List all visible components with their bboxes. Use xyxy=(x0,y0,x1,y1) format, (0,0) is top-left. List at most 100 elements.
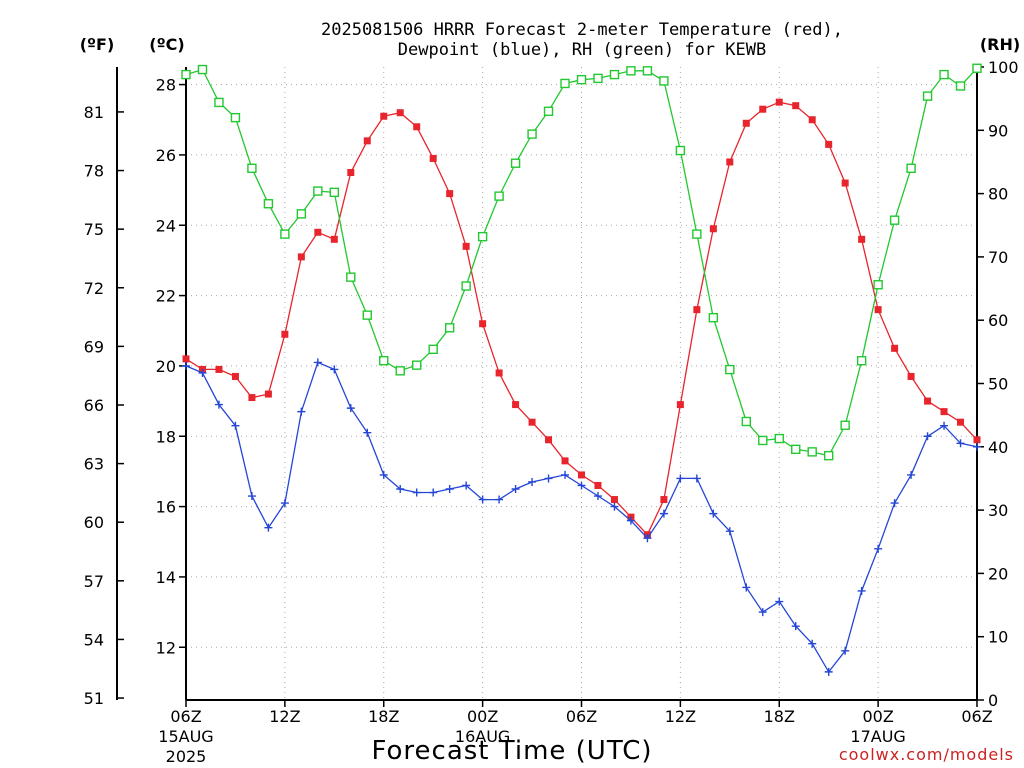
dewpoint-point xyxy=(758,608,767,617)
dewpoint-point xyxy=(297,407,306,416)
rh-point xyxy=(576,74,587,85)
temperature-point xyxy=(380,112,388,120)
rh-point xyxy=(543,106,554,117)
dewpoint-point xyxy=(923,432,932,441)
temperature-point xyxy=(676,401,684,409)
dewpoint-point xyxy=(742,583,751,592)
x-tick-date-label: 15AUG xyxy=(158,727,213,746)
rh-point xyxy=(263,199,274,209)
rh-point xyxy=(642,66,653,76)
x-tick-label: 12Z xyxy=(665,707,696,726)
rh-point xyxy=(428,344,438,355)
temperature-point xyxy=(693,306,701,314)
dewpoint-point xyxy=(791,622,800,631)
rh-point xyxy=(329,187,340,198)
dewpoint-point xyxy=(198,368,207,377)
temperature-point xyxy=(182,355,190,363)
temperature-point xyxy=(858,235,866,243)
rh-point xyxy=(758,435,768,446)
rh-point xyxy=(725,364,735,375)
dewpoint-point xyxy=(182,361,190,370)
rh-point xyxy=(560,78,570,89)
temperature-point xyxy=(907,372,915,380)
rh-point xyxy=(922,91,933,101)
temperature-point xyxy=(940,408,948,416)
fahrenheit-tick-label: 66 xyxy=(84,396,104,415)
fahrenheit-tick-label: 78 xyxy=(84,162,104,181)
x-tick-label: 06Z xyxy=(566,707,597,726)
celsius-tick-label: 16 xyxy=(156,498,176,517)
dewpoint-point xyxy=(890,499,899,508)
celsius-tick-label: 26 xyxy=(156,146,176,165)
rh-point xyxy=(741,416,751,427)
dewpoint-point xyxy=(676,474,685,483)
rh-point xyxy=(955,81,966,91)
x-tick-date-label: 16AUG xyxy=(455,727,510,746)
dewpoint-point xyxy=(808,639,817,648)
temperature-point xyxy=(462,242,470,250)
temperature-point xyxy=(660,496,668,504)
fahrenheit-unit-label: (ºF) xyxy=(80,35,115,54)
dewpoint-point xyxy=(709,509,718,518)
temperature-point xyxy=(594,481,602,489)
x-tick-label: 18Z xyxy=(368,707,399,726)
celsius-tick-label: 22 xyxy=(156,287,176,306)
temperature-point xyxy=(330,235,338,243)
dewpoint-point xyxy=(610,502,619,511)
temperature-point xyxy=(281,330,289,338)
dewpoint-point xyxy=(445,485,454,493)
rh-point xyxy=(708,312,719,323)
temperature-point xyxy=(726,158,734,166)
temperature-point xyxy=(215,365,223,373)
dewpoint-point xyxy=(692,474,701,483)
dewpoint-point xyxy=(561,470,570,479)
dewpoint-point xyxy=(247,492,256,501)
dewpoint-point xyxy=(659,509,668,518)
dewpoint-point xyxy=(973,442,981,451)
dewpoint-point xyxy=(462,481,471,490)
rh-point xyxy=(527,129,537,139)
temperature-point xyxy=(264,390,272,398)
rh-point xyxy=(840,420,850,430)
temperature-point xyxy=(231,372,239,380)
fahrenheit-tick-label: 57 xyxy=(84,572,104,591)
fahrenheit-tick-label: 72 xyxy=(84,279,104,298)
dewpoint-point xyxy=(346,404,355,413)
temperature-point xyxy=(528,418,536,426)
rh-tick-label: 100 xyxy=(988,58,1019,77)
credit-text: coolwx.com/models xyxy=(839,745,1014,764)
celsius-tick-label: 14 xyxy=(156,568,176,587)
dewpoint-point xyxy=(626,516,635,525)
rh-point xyxy=(873,280,883,290)
temperature-point xyxy=(297,253,305,261)
rh-point xyxy=(856,356,867,366)
dewpoint-point xyxy=(429,488,438,497)
temperature-point xyxy=(545,436,553,444)
celsius-tick-label: 20 xyxy=(156,357,176,376)
dewpoint-point xyxy=(775,597,784,606)
temperature-point xyxy=(709,225,717,233)
temperature-point xyxy=(314,228,322,236)
dewpoint-point xyxy=(495,495,504,504)
rh-point xyxy=(593,73,603,84)
temperature-point xyxy=(495,369,503,377)
dewpoint-point xyxy=(544,474,553,483)
temperature-point xyxy=(874,306,882,314)
rh-point xyxy=(247,163,257,173)
temperature-point xyxy=(759,105,767,113)
rh-point xyxy=(181,69,191,80)
temperature-point xyxy=(825,140,833,148)
temperature-point xyxy=(429,154,437,162)
data-series xyxy=(181,63,982,676)
rh-point xyxy=(774,433,784,444)
dewpoint-point xyxy=(412,488,421,497)
chart-title-line2: Dewpoint (blue), RH (green) for KEWB xyxy=(398,40,766,60)
rh-tick-label: 80 xyxy=(988,185,1008,204)
rh-point xyxy=(626,66,636,76)
x-axis-title: Forecast Time (UTC) xyxy=(371,736,652,766)
celsius-unit-label: (ºC) xyxy=(149,35,184,54)
dewpoint-point xyxy=(264,523,273,532)
dewpoint-point xyxy=(396,485,405,493)
rh-point xyxy=(313,186,323,196)
